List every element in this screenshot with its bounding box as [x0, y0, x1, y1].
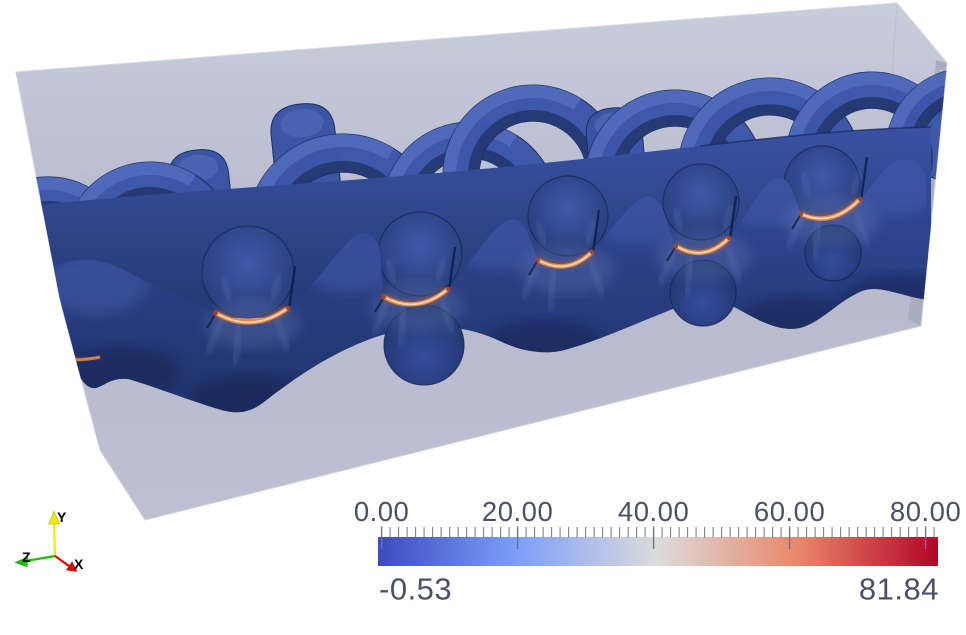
stress-streak	[726, 247, 742, 283]
stress-streak	[672, 207, 684, 233]
colorbar-tick-label: 60.00	[754, 496, 825, 527]
tow-crest-highlight	[54, 255, 147, 315]
stress-contact	[369, 246, 465, 348]
box-outline	[15, 2, 948, 521]
stress-streak	[220, 275, 232, 302]
stress-streak	[270, 273, 282, 300]
transverse-tow-arch	[885, 67, 947, 176]
stress-streak	[722, 205, 734, 231]
stress-contact-core	[215, 307, 289, 324]
stress-streak	[439, 298, 455, 334]
front-warp-tow	[54, 158, 929, 413]
tow-crease	[374, 296, 385, 313]
stress-contact	[57, 354, 101, 363]
x-axis-line	[54, 555, 70, 567]
stress-contact	[519, 209, 615, 311]
stress-streak	[206, 317, 224, 354]
colorbar-gradient	[378, 537, 938, 566]
orientation-axes-widget: Y Z X	[14, 509, 84, 572]
stress-streak	[850, 169, 862, 196]
axis-y-label: Y	[57, 509, 67, 525]
stress-contact	[656, 195, 752, 297]
stress-contact-core	[537, 251, 593, 268]
y-axis-arrow	[48, 510, 60, 525]
tow-scallop-shadow	[190, 374, 310, 413]
tow-crease	[447, 246, 457, 291]
stress-streak	[385, 258, 397, 284]
stress-streak	[535, 221, 547, 247]
stress-streak	[397, 304, 407, 348]
over-crossing-bulge	[662, 163, 740, 241]
x-axis-arrow	[65, 561, 78, 572]
y-axis-line	[52, 522, 57, 557]
stress-streak	[547, 267, 557, 311]
stress-streak	[854, 211, 870, 248]
colorbar-tick-label: 80.00	[890, 496, 961, 527]
colorbar-min-label: -0.53	[379, 572, 452, 607]
stress-streak	[684, 253, 694, 297]
color-legend: 0.00 20.00 40.00 60.00 80.00 -0.53 81.84	[354, 496, 961, 607]
stress-streak	[371, 300, 389, 336]
stress-streak	[435, 256, 447, 282]
colorbar-ticks	[380, 526, 935, 549]
stress-streak	[274, 315, 290, 352]
tow-crease	[206, 312, 217, 329]
stress-streak	[232, 322, 242, 365]
stress-contact-core	[675, 237, 730, 254]
colorbar-tick-label: 0.00	[354, 496, 410, 527]
axis-z-label: Z	[22, 549, 31, 565]
colorbar-tick-label: 20.00	[482, 496, 553, 527]
stress-contact	[204, 265, 300, 365]
colorbar-max-label: 81.84	[859, 572, 939, 607]
stress-contact-core	[383, 288, 449, 306]
tow-crease	[591, 209, 601, 254]
z-axis-arrow	[14, 556, 29, 568]
tow-crease	[791, 213, 802, 230]
stress-contact	[784, 156, 880, 261]
stress-streak	[786, 213, 804, 250]
z-axis-line	[25, 554, 56, 563]
tow-crease	[528, 259, 539, 276]
stress-streak	[521, 263, 539, 299]
tow-crease	[287, 265, 297, 310]
stress-streak	[589, 261, 605, 297]
stress-streak	[585, 219, 597, 245]
colorbar-tick-label: 40.00	[618, 496, 689, 527]
tow-crease	[728, 195, 738, 240]
over-crossing-bulge	[527, 175, 609, 257]
stress-streak	[658, 249, 676, 285]
stress-streak	[800, 171, 812, 198]
stress-streak	[812, 218, 822, 261]
back-tow-top-edge	[699, 126, 932, 147]
tow-crease	[859, 156, 869, 201]
stress-contacts	[57, 156, 880, 365]
stress-contact-core	[800, 198, 861, 220]
axis-x-label: X	[74, 556, 84, 572]
